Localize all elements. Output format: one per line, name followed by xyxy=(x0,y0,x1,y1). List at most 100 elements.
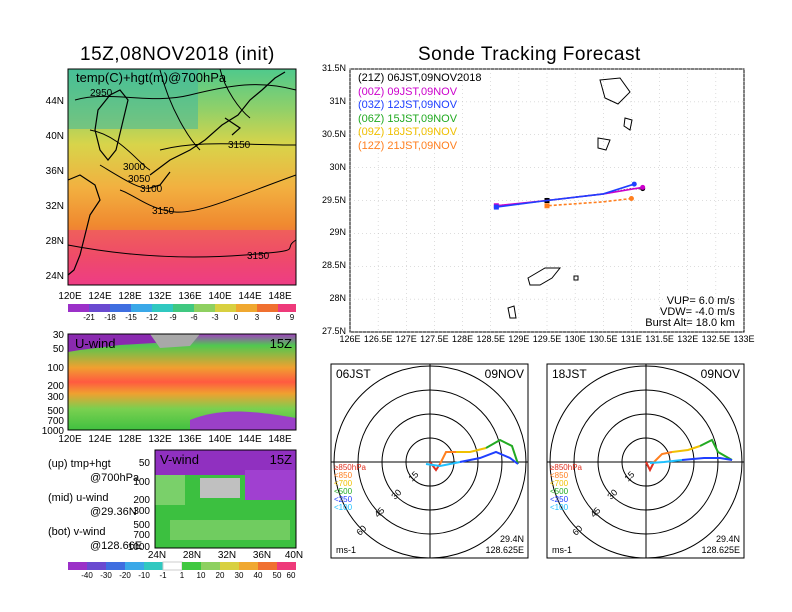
vwind-lat-tick: 24N xyxy=(148,550,166,561)
contour-label-2950: 2950 xyxy=(90,88,113,99)
vwind-time: 15Z xyxy=(270,452,292,467)
cb1-tick: -12 xyxy=(146,313,158,322)
legend-up-1: (up) tmp+hgt xyxy=(48,458,111,470)
legend-mid-1: (mid) u-wind xyxy=(48,492,109,504)
track-lon-tick: 129.5E xyxy=(532,334,562,344)
track-lat-tick: 28N xyxy=(329,293,346,304)
legend-bot-2: @128.66E xyxy=(90,540,143,552)
vwind-lat-tick: 28N xyxy=(183,550,201,561)
uwind-p-tick: 200 xyxy=(47,381,64,392)
legend-row-21z: (21Z) 06JST,09NOV2018 xyxy=(358,72,482,84)
hodo2-lat: 29.4N xyxy=(716,534,740,544)
vwind-lat-tick: 32N xyxy=(218,550,236,561)
uwind-lon-tick: 148E xyxy=(268,434,292,445)
uwind-p-tick: 700 xyxy=(47,416,64,427)
map-lon-tick: 136E xyxy=(178,291,202,302)
uwind-lon-tick: 136E xyxy=(178,434,202,445)
cb1-tick: -6 xyxy=(190,313,198,322)
hodo2-lon: 128.625E xyxy=(701,545,740,555)
map-lon-tick: 140E xyxy=(208,291,232,302)
hodo1-level: <700 xyxy=(334,479,353,488)
legend-row-06z: (06Z) 15JST,09NOV xyxy=(358,112,458,125)
track-lon-tick: 128E xyxy=(452,334,474,344)
hodo1-date: 09NOV xyxy=(485,367,524,381)
cb2-tick: 60 xyxy=(287,571,296,580)
track-lon-tick: 131.5E xyxy=(645,334,674,344)
island-amami xyxy=(527,267,562,286)
map-lat-tick: 40N xyxy=(46,131,64,142)
uwind-p-tick: 100 xyxy=(47,363,64,374)
track-lon-tick: 132.5E xyxy=(701,334,731,344)
map-lat-tick: 36N xyxy=(46,166,64,177)
cb1-tick: 0 xyxy=(234,313,239,322)
hodo2-level: <700 xyxy=(550,479,569,488)
cb1-tick: -3 xyxy=(211,313,219,322)
uwind-p-tick: 50 xyxy=(53,344,65,355)
uwind-lon-tick: 140E xyxy=(208,434,232,445)
track-burst-point xyxy=(544,203,550,209)
track-lat-tick: 31.5N xyxy=(321,63,346,73)
hodo2-level: <250 xyxy=(550,495,569,504)
hodo2-date: 09NOV xyxy=(701,367,740,381)
burst-text: Burst Alt= 18.0 km xyxy=(645,317,735,329)
hodo2-level: <500 xyxy=(550,487,569,496)
track-lat-tick: 31N xyxy=(329,95,346,106)
track-lon-tick: 133E xyxy=(733,334,755,344)
track-lat-tick: 30.5N xyxy=(321,128,346,139)
cb1-tick: 9 xyxy=(290,313,295,322)
track-series-line xyxy=(546,197,632,207)
track-lon-tick: 126E xyxy=(339,334,361,344)
map-lat-tick: 32N xyxy=(46,201,64,212)
track-lon-tick: 132E xyxy=(677,334,699,344)
contour-label-3050: 3050 xyxy=(128,174,151,185)
hodo1-level: ≥850hPa xyxy=(334,463,367,472)
vwind-p-tick: 700 xyxy=(133,530,150,541)
cb1-tick: -9 xyxy=(169,313,177,322)
legend-row-09z: (09Z) 18JST,09NOV xyxy=(358,126,458,138)
island-small2 xyxy=(573,275,579,281)
colorbar-wind xyxy=(68,561,296,571)
track-lon-tick: 127E xyxy=(395,334,417,344)
legend-row-03z: (03Z) 12JST,09NOV xyxy=(358,99,458,111)
cb1-tick: 3 xyxy=(255,313,260,322)
uwind-lon-tick: 144E xyxy=(238,434,262,445)
uwind-p-tick: 500 xyxy=(47,406,64,417)
vwind-p-tick: 100 xyxy=(133,477,150,488)
track-legend: (21Z) 06JST,09NOV2018 (00Z) 09JST,09NOV … xyxy=(358,72,482,153)
uwind-lon-tick: 128E xyxy=(118,434,142,445)
track-lon-tick: 130E xyxy=(564,334,586,344)
legend-row-00z: (00Z) 09JST,09NOV xyxy=(358,85,458,98)
uwind-p-tick: 1000 xyxy=(42,426,65,437)
hodo1-unit: ms-1 xyxy=(336,545,356,555)
track-lat-tick: 27.5N xyxy=(321,326,346,336)
china-coast xyxy=(67,174,101,276)
hodo1-level: <250 xyxy=(334,495,353,504)
uwind-lon-tick: 132E xyxy=(148,434,172,445)
hodo1-time: 06JST xyxy=(336,367,371,381)
uwind-lon-tick: 124E xyxy=(88,434,112,445)
track-burst-point xyxy=(493,204,499,210)
vwind-lat-tick: 36N xyxy=(253,550,271,561)
track-params: VUP= 6.0 m/s VDW= -4.0 m/s Burst Alt= 18… xyxy=(645,295,735,329)
cb1-tick: -21 xyxy=(83,313,95,322)
track-lon-tick: 128.5E xyxy=(476,334,505,344)
vup-text: VUP= 6.0 m/s xyxy=(666,295,735,307)
track-lon-tick: 127.5E xyxy=(420,334,449,344)
track-lon-tick: 131E xyxy=(620,334,642,344)
cb2-tick: -30 xyxy=(100,571,112,580)
legend-up-2: @700hPa xyxy=(90,472,140,484)
track-start-point xyxy=(640,184,646,190)
track-start-point xyxy=(631,181,637,187)
uwind-p-tick: 30 xyxy=(53,330,65,341)
legend-mid-2: @29.36N xyxy=(90,506,137,518)
cb2-tick: 1 xyxy=(180,571,185,580)
japan-coast xyxy=(149,71,286,189)
vwind-p-tick: 200 xyxy=(133,495,150,506)
legend-row-12z: (12Z) 21JST,09NOV xyxy=(358,139,458,152)
island-east xyxy=(623,117,633,131)
island-north xyxy=(599,77,631,105)
uwind-label: U-wind xyxy=(75,336,115,351)
hodo2-level: <850 xyxy=(550,471,569,480)
